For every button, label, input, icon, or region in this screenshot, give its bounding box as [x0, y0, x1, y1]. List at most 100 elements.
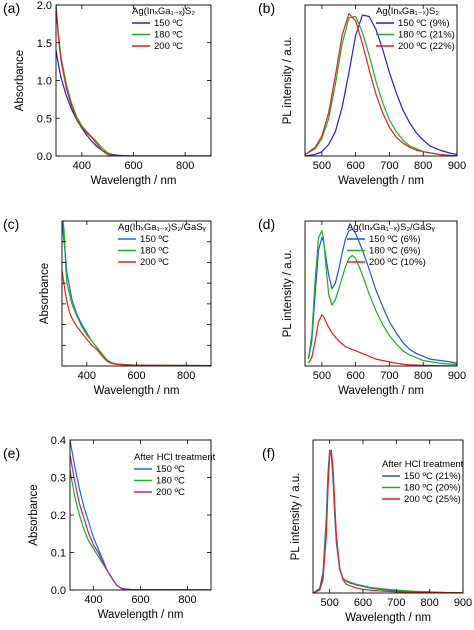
legend-label: 150 ºC: [154, 18, 183, 29]
x-tick-label: 500: [313, 160, 331, 172]
panel-label: (c): [3, 216, 19, 232]
series-line-3: [307, 314, 457, 366]
x-tick-label: 800: [176, 160, 194, 172]
x-axis-label: Wavelength / nm: [338, 175, 424, 187]
chart-panel-d: 500 600 700 800 900 Wavelength / nm PL intensi…: [258, 216, 466, 397]
y-tick-label: 2.0: [37, 0, 52, 12]
y-tick-label: 0.5: [37, 113, 52, 125]
legend-label: 200 ºC (10%): [369, 257, 426, 268]
x-tick-label: 600: [346, 370, 364, 382]
series-group: [307, 228, 457, 366]
x-axis-label: Wavelength / nm: [94, 385, 180, 397]
series-group: [313, 449, 463, 593]
series-group: [62, 221, 211, 366]
series-line-3: [305, 13, 457, 156]
y-axis-label: PL intensity / a.u.: [282, 250, 294, 338]
series-line-1: [62, 221, 211, 366]
x-axis-label: Wavelength / nm: [345, 612, 431, 624]
plot-frame: [312, 439, 464, 594]
series-line-3: [62, 270, 211, 366]
legend-label: 200 ºC: [156, 487, 185, 498]
x-tick-label: 900: [448, 160, 466, 172]
x-axis-label: Wavelength / nm: [98, 609, 184, 621]
x-tick-label: 400: [73, 160, 91, 172]
legend-label: 180 ºC (20%): [404, 483, 461, 494]
x-tick-label: 400: [84, 594, 102, 606]
y-tick-label: 0.3: [51, 473, 66, 485]
legend-label: 150 ºC: [156, 464, 185, 475]
x-tick-label: 800: [420, 597, 438, 609]
x-tick-label: 700: [380, 370, 398, 382]
x-axis: 500 600 700 800 900: [320, 440, 472, 609]
legend-title: Ag(InₓGa₁₋ₓ)S₂: [376, 6, 439, 17]
chart-panel-e: 400 600 800 0.0 0.1 0.2 0.3 0.4 Wavelength / nm A…: [3, 435, 216, 621]
y-tick-label: 1.0: [37, 76, 52, 88]
plot-frame: [304, 220, 458, 367]
x-tick-label: 800: [177, 370, 195, 382]
y-axis: [62, 220, 211, 367]
x-tick-label: 900: [454, 597, 472, 609]
plot-frame: [61, 220, 212, 367]
legend-label: 200 ºC (22%): [398, 41, 455, 52]
legend-label: 150 ºC (9%): [398, 18, 450, 29]
series-line-2: [307, 230, 457, 366]
x-tick-label: 600: [346, 160, 364, 172]
chart-panel-f: 500 600 700 800 900 Wavelength / nm PL intensi…: [262, 439, 472, 624]
x-tick-label: 700: [380, 160, 398, 172]
legend-label: 180 ºC: [154, 30, 183, 41]
panel-label: (a): [3, 0, 20, 16]
series-line-2: [305, 15, 457, 156]
x-tick-label: 800: [414, 370, 432, 382]
x-tick-label: 500: [320, 597, 338, 609]
y-tick-label: 0.0: [37, 151, 52, 163]
panel-label: (b): [258, 0, 275, 16]
legend-label: 150 ºC (6%): [369, 234, 421, 245]
legend-title: Ag(InₓGa₁₋ₓ)S₂/GaSᵧ: [347, 222, 436, 233]
y-axis-label: PL intensity / a.u.: [282, 37, 294, 125]
x-tick-label: 900: [448, 370, 466, 382]
series-line-3: [56, 8, 211, 156]
y-tick-label: 0.2: [51, 510, 66, 522]
y-tick-label: 0.0: [51, 585, 66, 597]
x-axis: 400 600 800: [73, 5, 194, 172]
series-line-2: [62, 221, 211, 366]
plot-frame: [55, 4, 212, 157]
plot-frame: [304, 4, 458, 157]
y-axis: 0.0 0.1 0.2 0.3 0.4: [51, 435, 211, 597]
legend-label: 180 ºC: [156, 476, 185, 487]
x-axis-label: Wavelength / nm: [338, 385, 424, 397]
series-line-2: [56, 5, 211, 156]
chart-panel-a: 400 600 800 0.0 0.5 1.0 1.5 2.0 Wavelength / nm A…: [3, 0, 212, 187]
y-axis-label: Absorbance: [39, 263, 51, 324]
y-tick-label: 1.5: [37, 38, 52, 50]
series-line-3: [70, 454, 211, 590]
x-axis: 400 600 800: [84, 440, 197, 606]
chart-panel-c: 400 600 800 Wavelength / nm Absorbance (c) Ag(…: [3, 216, 212, 397]
y-axis-label: Absorbance: [28, 484, 40, 545]
legend-title: After HCl treatment: [134, 452, 216, 463]
x-tick-label: 800: [414, 160, 432, 172]
series-line-3: [313, 449, 463, 593]
x-tick-label: 600: [131, 594, 149, 606]
legend-label: 180 ºC (6%): [369, 246, 421, 257]
x-axis: 400 600 800: [78, 221, 195, 382]
series-line-1: [56, 50, 211, 156]
y-tick-label: 0.1: [51, 548, 66, 560]
chart-panel-b: 500 600 700 800 900 Wavelength / nm PL intensi…: [258, 0, 466, 187]
legend-label: 150 ºC (21%): [404, 471, 461, 482]
panel-label: (f): [262, 445, 275, 461]
x-tick-label: 700: [387, 597, 405, 609]
x-tick-label: 600: [354, 597, 372, 609]
y-tick-label: 0.4: [51, 435, 66, 447]
legend-label: 200 ºC: [154, 41, 183, 52]
legend-label: 150 ºC: [140, 234, 169, 245]
x-tick-label: 500: [313, 370, 331, 382]
x-tick-label: 600: [124, 160, 142, 172]
